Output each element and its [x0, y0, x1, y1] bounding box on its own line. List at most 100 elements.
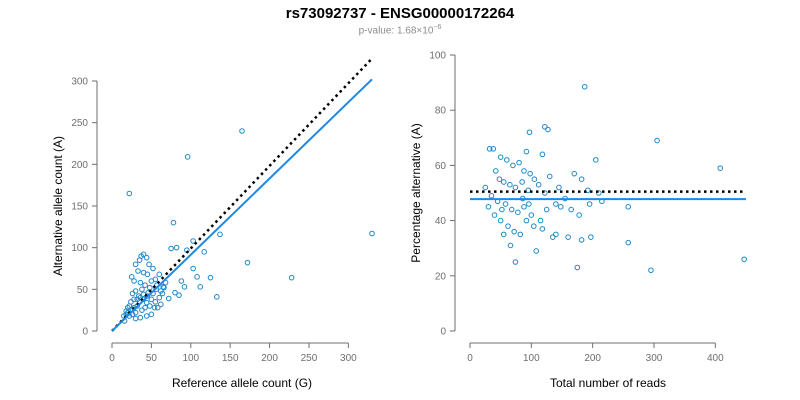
data-point [530, 223, 537, 229]
expected-ratio-line [111, 57, 373, 332]
scatter-panel-percentage: 0 100 200 300 400 0 20 40 60 80 100 Total number of… [409, 51, 747, 390]
data-point [521, 204, 527, 210]
data-point [568, 206, 575, 213]
x-tick-label: 300 [646, 353, 663, 364]
x-tick-label: 0 [467, 353, 473, 364]
data-point [288, 274, 295, 281]
data-point [146, 261, 152, 268]
data-point [123, 308, 129, 314]
y-axis-label: Percentage alternative (A) [409, 123, 423, 262]
x-axis-label: Total number of reads [550, 376, 666, 390]
data-point [137, 314, 144, 321]
data-point [136, 257, 143, 263]
data-point [488, 192, 495, 199]
data-point [565, 234, 571, 240]
data-point [132, 288, 139, 294]
data-point [545, 126, 551, 133]
data-point [181, 284, 188, 290]
y-tick-label: 300 [71, 77, 88, 88]
data-point [526, 129, 533, 136]
data-point [542, 190, 548, 196]
data-point [124, 304, 131, 311]
data-point [497, 154, 504, 160]
data-point [128, 274, 135, 280]
data-point [197, 284, 204, 290]
y-axis-label: Alternative allele count (A) [51, 136, 65, 276]
data-point [154, 304, 161, 311]
p-value-text: p-value: 1.68×10 [358, 25, 434, 37]
data-point [578, 237, 585, 243]
y-tick-label: 0 [82, 327, 88, 338]
data-point [512, 184, 519, 191]
data-point [159, 290, 166, 297]
data-point [190, 265, 196, 272]
data-point [151, 304, 158, 311]
data-point [135, 268, 141, 274]
data-point [156, 271, 163, 278]
data-point [519, 179, 525, 185]
data-point [542, 123, 548, 130]
data-point [139, 286, 145, 293]
data-point [184, 154, 191, 160]
data-point [178, 278, 185, 284]
data-point [482, 184, 489, 191]
y-tick-label: 40 [435, 216, 447, 227]
y-tick-label: 100 [71, 243, 88, 254]
data-point [485, 204, 492, 210]
data-point [201, 249, 207, 255]
data-point [152, 299, 159, 305]
data-point [535, 181, 542, 188]
data-point [584, 187, 591, 194]
x-tick-label: 0 [109, 353, 115, 364]
data-point [496, 176, 503, 182]
chart-title: rs73092737 - ENSG00000172264 [285, 5, 515, 22]
data-point [521, 168, 527, 174]
data-point [131, 278, 137, 284]
data-point [515, 209, 521, 216]
data-point [139, 307, 145, 313]
data-point [574, 264, 581, 271]
data-point [553, 231, 559, 238]
data-point [160, 284, 167, 290]
scatter-panel-allele-counts: 0 50 100 150 200 250 300 0 50 100 150 200 250 300 Refe… [51, 57, 375, 390]
data-point [717, 165, 724, 171]
data-point [142, 282, 148, 288]
data-point [586, 201, 593, 207]
fitted-line [111, 78, 373, 332]
data-point [131, 296, 137, 303]
data-point [576, 212, 582, 218]
data-point [507, 242, 514, 249]
chart-subtitle: p-value: 1.68×10−6 [0, 24, 800, 36]
data-point [176, 292, 182, 298]
data-point [150, 265, 156, 272]
data-point [490, 146, 497, 152]
x-tick-label: 200 [584, 353, 601, 364]
data-point [142, 304, 148, 311]
data-point [158, 301, 164, 308]
data-point [152, 276, 159, 283]
y-tick-label: 60 [435, 161, 447, 172]
data-point [505, 223, 511, 229]
data-point [148, 311, 155, 318]
data-point [512, 259, 519, 265]
x-tick-label: 100 [182, 353, 199, 364]
data-point [168, 245, 174, 252]
data-point [516, 159, 522, 166]
data-point [507, 181, 513, 188]
data-point [556, 184, 562, 191]
x-tick-label: 200 [261, 353, 278, 364]
data-point [511, 228, 517, 235]
data-point [369, 230, 375, 237]
data-point [244, 259, 251, 266]
data-point [546, 173, 553, 180]
p-value-exponent: −6 [433, 24, 442, 31]
data-point [526, 201, 532, 207]
y-tick-label: 20 [435, 271, 447, 282]
data-point [128, 299, 134, 305]
data-point [194, 274, 200, 280]
data-point [741, 256, 747, 263]
data-point [500, 179, 507, 185]
data-point [156, 294, 163, 301]
data-point [510, 162, 516, 169]
